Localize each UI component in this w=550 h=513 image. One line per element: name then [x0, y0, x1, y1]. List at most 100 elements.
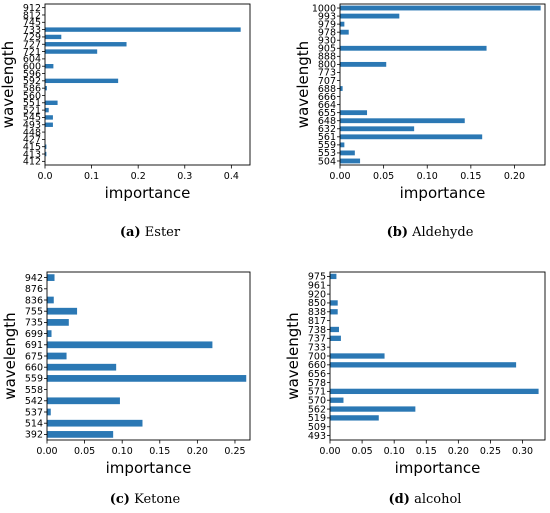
y-tick-label: 392 [25, 430, 43, 441]
bar-675 [47, 352, 67, 360]
caption-text: Ketone [134, 492, 181, 507]
caption-letter: (a) [119, 225, 141, 240]
bar-850 [330, 300, 338, 306]
y-tick-label: 571 [308, 387, 326, 398]
y-tick-label: 656 [308, 369, 326, 380]
caption-text: Aldehyde [412, 225, 474, 240]
caption-letter: (c) [109, 492, 130, 507]
y-tick-label: 542 [25, 396, 43, 407]
x-tick-label: 0.2 [131, 171, 146, 182]
y-tick-label: 755 [25, 307, 43, 318]
y-tick-label: 942 [25, 273, 43, 284]
y-tick-label: 592 [23, 76, 41, 87]
y-tick-label: 448 [23, 127, 41, 138]
x-axis-label: importance [400, 184, 486, 202]
y-tick-label: 688 [318, 84, 336, 95]
bar-553 [340, 150, 355, 156]
y-tick-label: 733 [308, 342, 326, 353]
y-tick-label: 738 [308, 325, 326, 336]
x-tick-label: 0.1 [84, 171, 99, 182]
y-tick-label: 700 [308, 351, 326, 362]
bar-632 [340, 126, 415, 132]
bar-979 [340, 21, 345, 27]
x-tick-label: 0.20 [187, 446, 208, 457]
caption-letter: (d) [388, 492, 410, 507]
y-tick-label: 773 [318, 68, 336, 79]
bar-571 [330, 388, 539, 395]
y-tick-label: 562 [308, 404, 326, 415]
x-tick-label: 0.00 [319, 446, 340, 457]
y-tick-label: 413 [23, 149, 41, 160]
y-tick-label: 838 [308, 307, 326, 318]
y-tick-label: 412 [23, 157, 41, 168]
y-tick-label: 493 [23, 120, 41, 131]
bar-561 [340, 134, 483, 140]
y-tick-label: 493 [308, 431, 326, 442]
y-tick-label: 699 [25, 329, 43, 340]
bar-688 [340, 86, 343, 91]
plot-frame [46, 271, 251, 441]
chart-ketone: 9428768367557356996916756605595585425375… [1, 271, 251, 477]
bar-559 [340, 142, 345, 148]
y-tick-label: 559 [25, 374, 43, 385]
x-tick-label: 0.05 [352, 446, 373, 457]
plot-frame [329, 271, 546, 441]
bar-660 [330, 362, 517, 368]
y-tick-label: 737 [308, 334, 326, 345]
bar-942 [47, 274, 55, 281]
y-tick-label: 559 [318, 140, 336, 151]
x-tick-label: 0.05 [74, 446, 95, 457]
x-tick-label: 0.4 [224, 171, 239, 182]
y-tick-label: 800 [318, 60, 336, 71]
bar-655 [340, 110, 368, 116]
caption-alcohol: (d) alcohol [370, 492, 480, 507]
bar-545 [45, 115, 53, 120]
y-tick-label: 920 [308, 289, 326, 300]
y-tick-label: 632 [318, 124, 336, 135]
x-tick-label: 0.00 [329, 171, 350, 182]
y-tick-label: 578 [308, 378, 326, 389]
x-tick-label: 0.05 [373, 171, 394, 182]
bar-699 [47, 330, 52, 337]
y-tick-label: 551 [23, 98, 41, 109]
bar-975 [330, 273, 337, 280]
x-tick-label: 0.25 [224, 446, 245, 457]
y-tick-label: 721 [23, 47, 41, 58]
caption-ketone: (c) Ketone [90, 492, 200, 507]
y-tick-label: 691 [25, 340, 43, 351]
x-tick-label: 0.0 [37, 171, 52, 182]
bar-905 [340, 45, 487, 51]
caption-aldehyde: (b) Aldehyde [370, 225, 490, 240]
bar-836 [47, 296, 54, 304]
y-tick-label: 509 [308, 422, 326, 433]
bar-542 [47, 397, 120, 405]
bar-993 [340, 13, 400, 19]
y-tick-label: 521 [23, 105, 41, 116]
bar-648 [340, 118, 465, 124]
bar-733 [45, 27, 241, 32]
x-tick-label: 0.10 [384, 446, 405, 457]
y-tick-label: 978 [318, 27, 336, 38]
x-tick-label: 0.25 [480, 446, 501, 457]
y-tick-label: 707 [318, 76, 336, 87]
x-tick-label: 0.15 [460, 171, 481, 182]
y-tick-label: 812 [23, 10, 41, 21]
chart-ester: 9128127457337297277216046005965925865605… [0, 3, 251, 202]
y-tick-label: 930 [318, 36, 336, 47]
x-axis-label: importance [106, 459, 192, 477]
y-tick-label: 415 [23, 142, 41, 153]
bar-1000 [340, 5, 541, 11]
y-tick-label: 912 [23, 3, 41, 14]
y-tick-label: 735 [25, 318, 43, 329]
y-tick-label: 537 [25, 407, 43, 418]
y-tick-label: 553 [318, 148, 336, 159]
y-tick-label: 888 [318, 52, 336, 63]
x-tick-label: 0.10 [112, 446, 133, 457]
y-tick-label: 660 [308, 360, 326, 371]
y-tick-label: 745 [23, 18, 41, 29]
bar-514 [47, 419, 143, 427]
y-axis-label: wavelength [1, 312, 19, 399]
y-tick-label: 836 [25, 295, 43, 306]
bar-600 [45, 64, 54, 69]
bar-755 [47, 307, 78, 315]
